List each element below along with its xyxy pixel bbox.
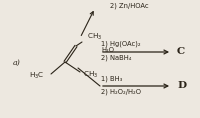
Text: H₂O: H₂O xyxy=(101,47,114,53)
Text: C: C xyxy=(177,48,185,57)
Text: $\rm CH_3$: $\rm CH_3$ xyxy=(87,32,102,42)
Text: $\rm H_3C$: $\rm H_3C$ xyxy=(29,71,45,81)
Text: 2) H₂O₂/H₂O: 2) H₂O₂/H₂O xyxy=(101,89,141,95)
Text: $\rm CH_3$: $\rm CH_3$ xyxy=(83,70,98,80)
Text: 2) NaBH₄: 2) NaBH₄ xyxy=(101,55,131,61)
Text: 1) Hg(OAc)₂: 1) Hg(OAc)₂ xyxy=(101,41,141,47)
Text: 1) BH₃: 1) BH₃ xyxy=(101,76,122,82)
Text: 2) Zn/HOAc: 2) Zn/HOAc xyxy=(110,3,149,9)
Text: a): a) xyxy=(13,59,21,67)
Text: D: D xyxy=(177,82,186,91)
